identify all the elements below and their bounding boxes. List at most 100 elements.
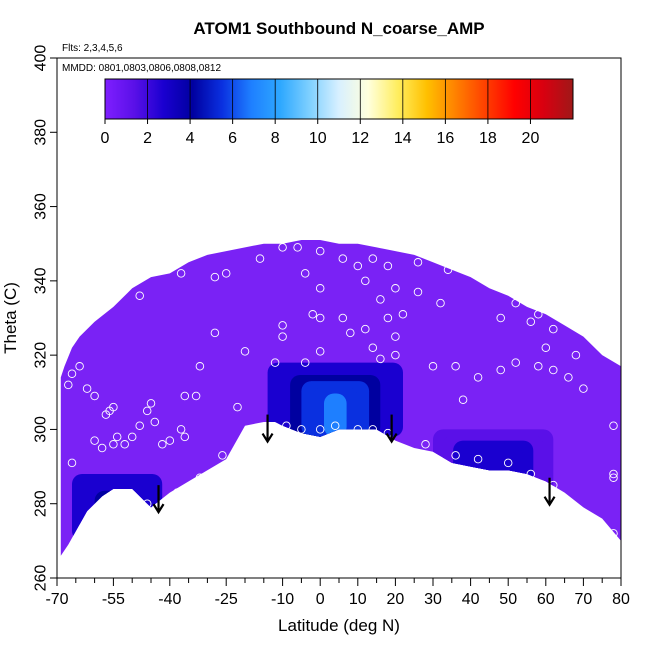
colorbar-tick-label: 8 [271, 130, 280, 147]
sample-point [361, 276, 370, 286]
enhanced-region-band [324, 393, 347, 437]
sample-point [496, 313, 505, 323]
sample-point [90, 391, 99, 401]
sample-point [526, 469, 536, 479]
sample-point [135, 291, 144, 300]
sample-point [90, 436, 99, 445]
enhanced-region-band [102, 496, 133, 541]
sample-point [609, 473, 618, 482]
y-tick-label: 400 [33, 45, 50, 72]
colorbar-tick-label: 0 [101, 130, 110, 147]
sample-point [609, 469, 618, 479]
sample-point [473, 454, 483, 464]
tropopause-arrow [385, 414, 398, 444]
colorbar-tick-label: 10 [309, 130, 327, 147]
sample-point [534, 310, 543, 319]
sample-point [338, 254, 348, 263]
sample-point [278, 243, 287, 252]
x-axis-label: Latitude (deg N) [278, 616, 400, 635]
sample-point [112, 506, 122, 516]
sample-point [353, 261, 363, 271]
sample-point [165, 436, 175, 445]
colorbar-tick-label: 14 [394, 130, 412, 147]
y-tick-label: 340 [33, 267, 50, 294]
x-tick-label: 0 [316, 591, 325, 608]
y-tick-label: 260 [33, 565, 50, 592]
sample-point [361, 324, 370, 334]
sample-point [609, 529, 618, 538]
sample-point [293, 243, 302, 252]
sample-point [135, 421, 144, 430]
sample-point [458, 395, 468, 404]
colorbar: 0 2 4 6 8 10 12 14 16 18 20 [101, 78, 574, 147]
sample-point [308, 310, 317, 319]
colorbar-tick-label: 4 [186, 130, 195, 147]
sample-point [541, 343, 551, 352]
y-axis-label: Theta (C) [1, 282, 20, 354]
sample-point [67, 369, 77, 378]
sample-point [300, 269, 310, 278]
sample-point [330, 421, 340, 430]
sample-point [428, 362, 438, 371]
x-tick-label: -40 [158, 591, 181, 608]
sample-point [195, 362, 205, 371]
sample-point [120, 440, 129, 449]
enhanced-region-band [483, 457, 504, 497]
sample-point [413, 258, 423, 267]
sample-point [549, 324, 558, 334]
flights-note: Flts: 2,3,4,5,6 [62, 43, 123, 54]
colorbar-tick-label: 16 [436, 130, 454, 147]
x-tick-label: -55 [102, 591, 125, 608]
y-tick-label: 380 [33, 119, 50, 146]
tropopause-arrow [543, 477, 556, 507]
sample-point [383, 313, 393, 323]
sample-point [210, 272, 220, 282]
sample-point [443, 265, 453, 274]
sample-point [413, 287, 423, 297]
x-tick-label: 70 [575, 591, 593, 608]
sample-point [146, 399, 156, 408]
sample-point [109, 402, 118, 412]
y-tick-label: 300 [33, 416, 50, 443]
sample-point [142, 406, 152, 416]
enhanced-region-band [87, 485, 148, 541]
sample-point [97, 443, 107, 453]
colorbar-tick-label: 6 [228, 130, 237, 147]
sample-point [278, 332, 287, 341]
sample-point [346, 328, 355, 338]
colorbar-tick-label: 2 [143, 130, 152, 147]
sample-points [64, 243, 618, 538]
sample-point [398, 310, 408, 319]
sample-point [383, 261, 393, 271]
sample-point [67, 458, 77, 468]
sample-point [353, 425, 363, 434]
sample-point [315, 313, 325, 323]
y-tick-label: 360 [33, 193, 50, 220]
x-tick-label: 10 [349, 591, 367, 608]
sample-point [109, 440, 118, 449]
sample-point [421, 440, 430, 449]
tropopause-arrow [261, 414, 274, 444]
sample-point [481, 269, 490, 278]
sample-point [376, 295, 385, 304]
sample-point [609, 421, 618, 430]
x-tick-label: 20 [387, 591, 405, 608]
sample-point [180, 432, 190, 442]
heatmap-field [60, 240, 621, 556]
sample-point [579, 384, 588, 393]
sample-point [511, 358, 520, 367]
colorbar-tick-label: 20 [522, 130, 540, 147]
sample-point [338, 313, 348, 323]
sample-point [282, 421, 291, 430]
sample-point [255, 254, 265, 263]
sample-point [210, 328, 220, 338]
colorbar-tick-label: 18 [479, 130, 497, 147]
sample-point [564, 373, 573, 382]
sample-point [315, 347, 325, 356]
tropopause-arrows [152, 414, 556, 515]
sample-point [376, 354, 385, 364]
colorbar-tick-label: 12 [351, 130, 369, 147]
y-axis: 260 280 300 320 340 360 380 400 [33, 45, 57, 592]
